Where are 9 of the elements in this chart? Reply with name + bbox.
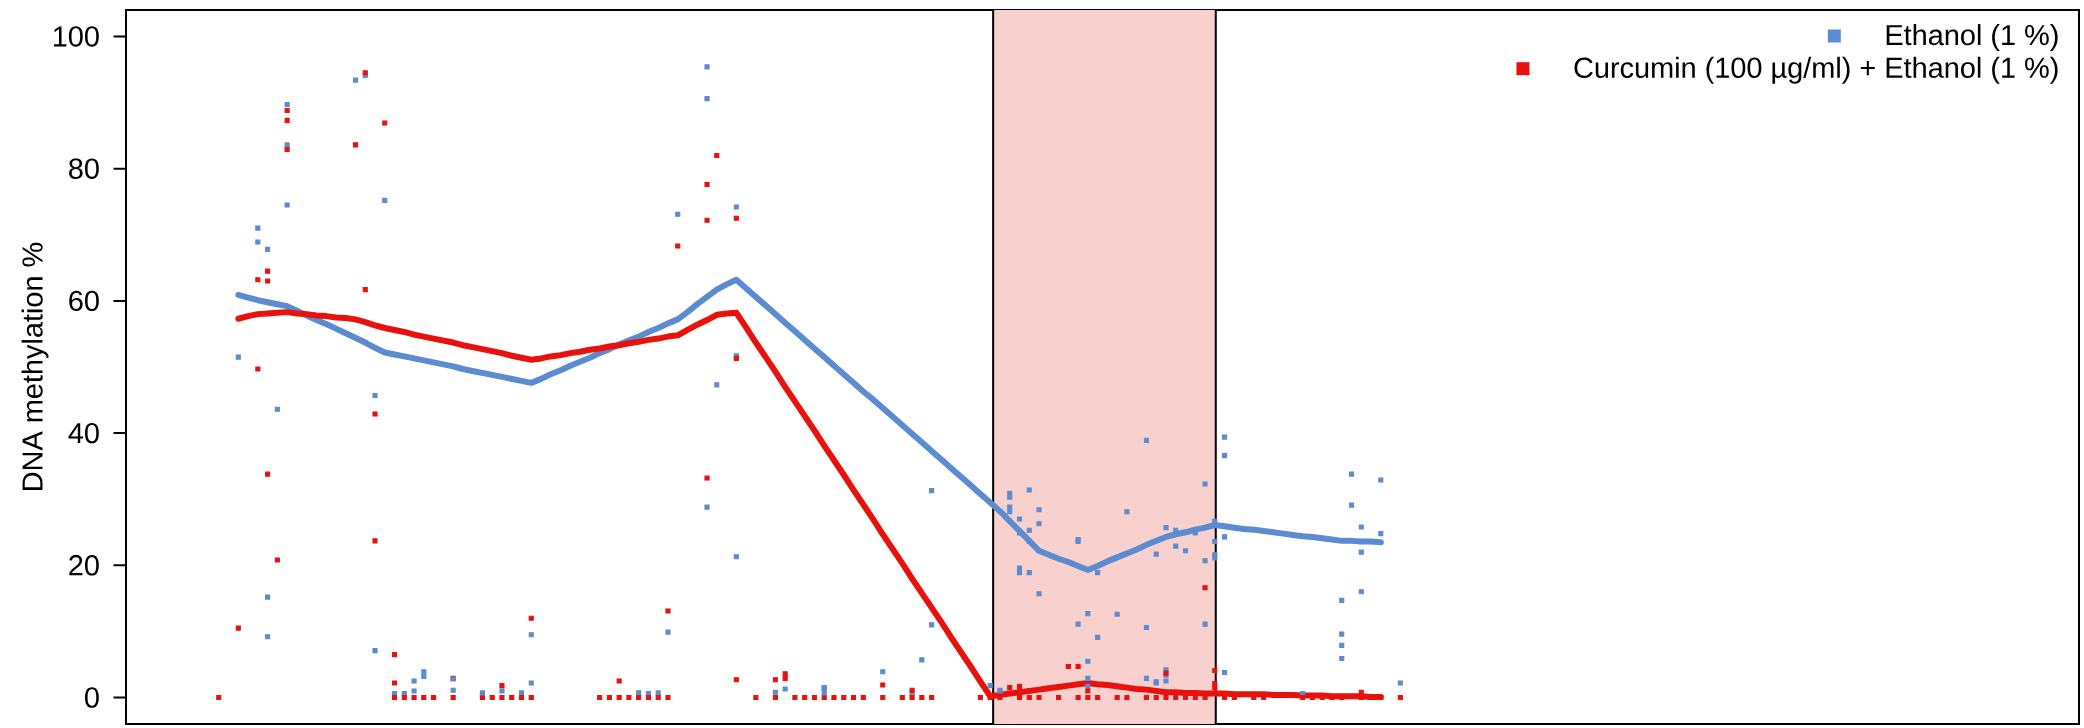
y-tick-label: 40 — [68, 422, 99, 444]
y-tick-label: 0 — [85, 687, 99, 708]
y-tick-label: 60 — [69, 290, 99, 312]
y-axis-title: DNA methylation % — [21, 242, 49, 490]
y-tick-label: 80 — [69, 158, 99, 179]
legend-label: Curcumin (100 µg/ml) + Ethanol (1 %) — [1574, 56, 2058, 84]
y-tick-label: 20 — [69, 555, 99, 576]
y-tick-label: 100 — [53, 26, 99, 47]
legend-label: Ethanol (1 %) — [1886, 24, 2058, 51]
